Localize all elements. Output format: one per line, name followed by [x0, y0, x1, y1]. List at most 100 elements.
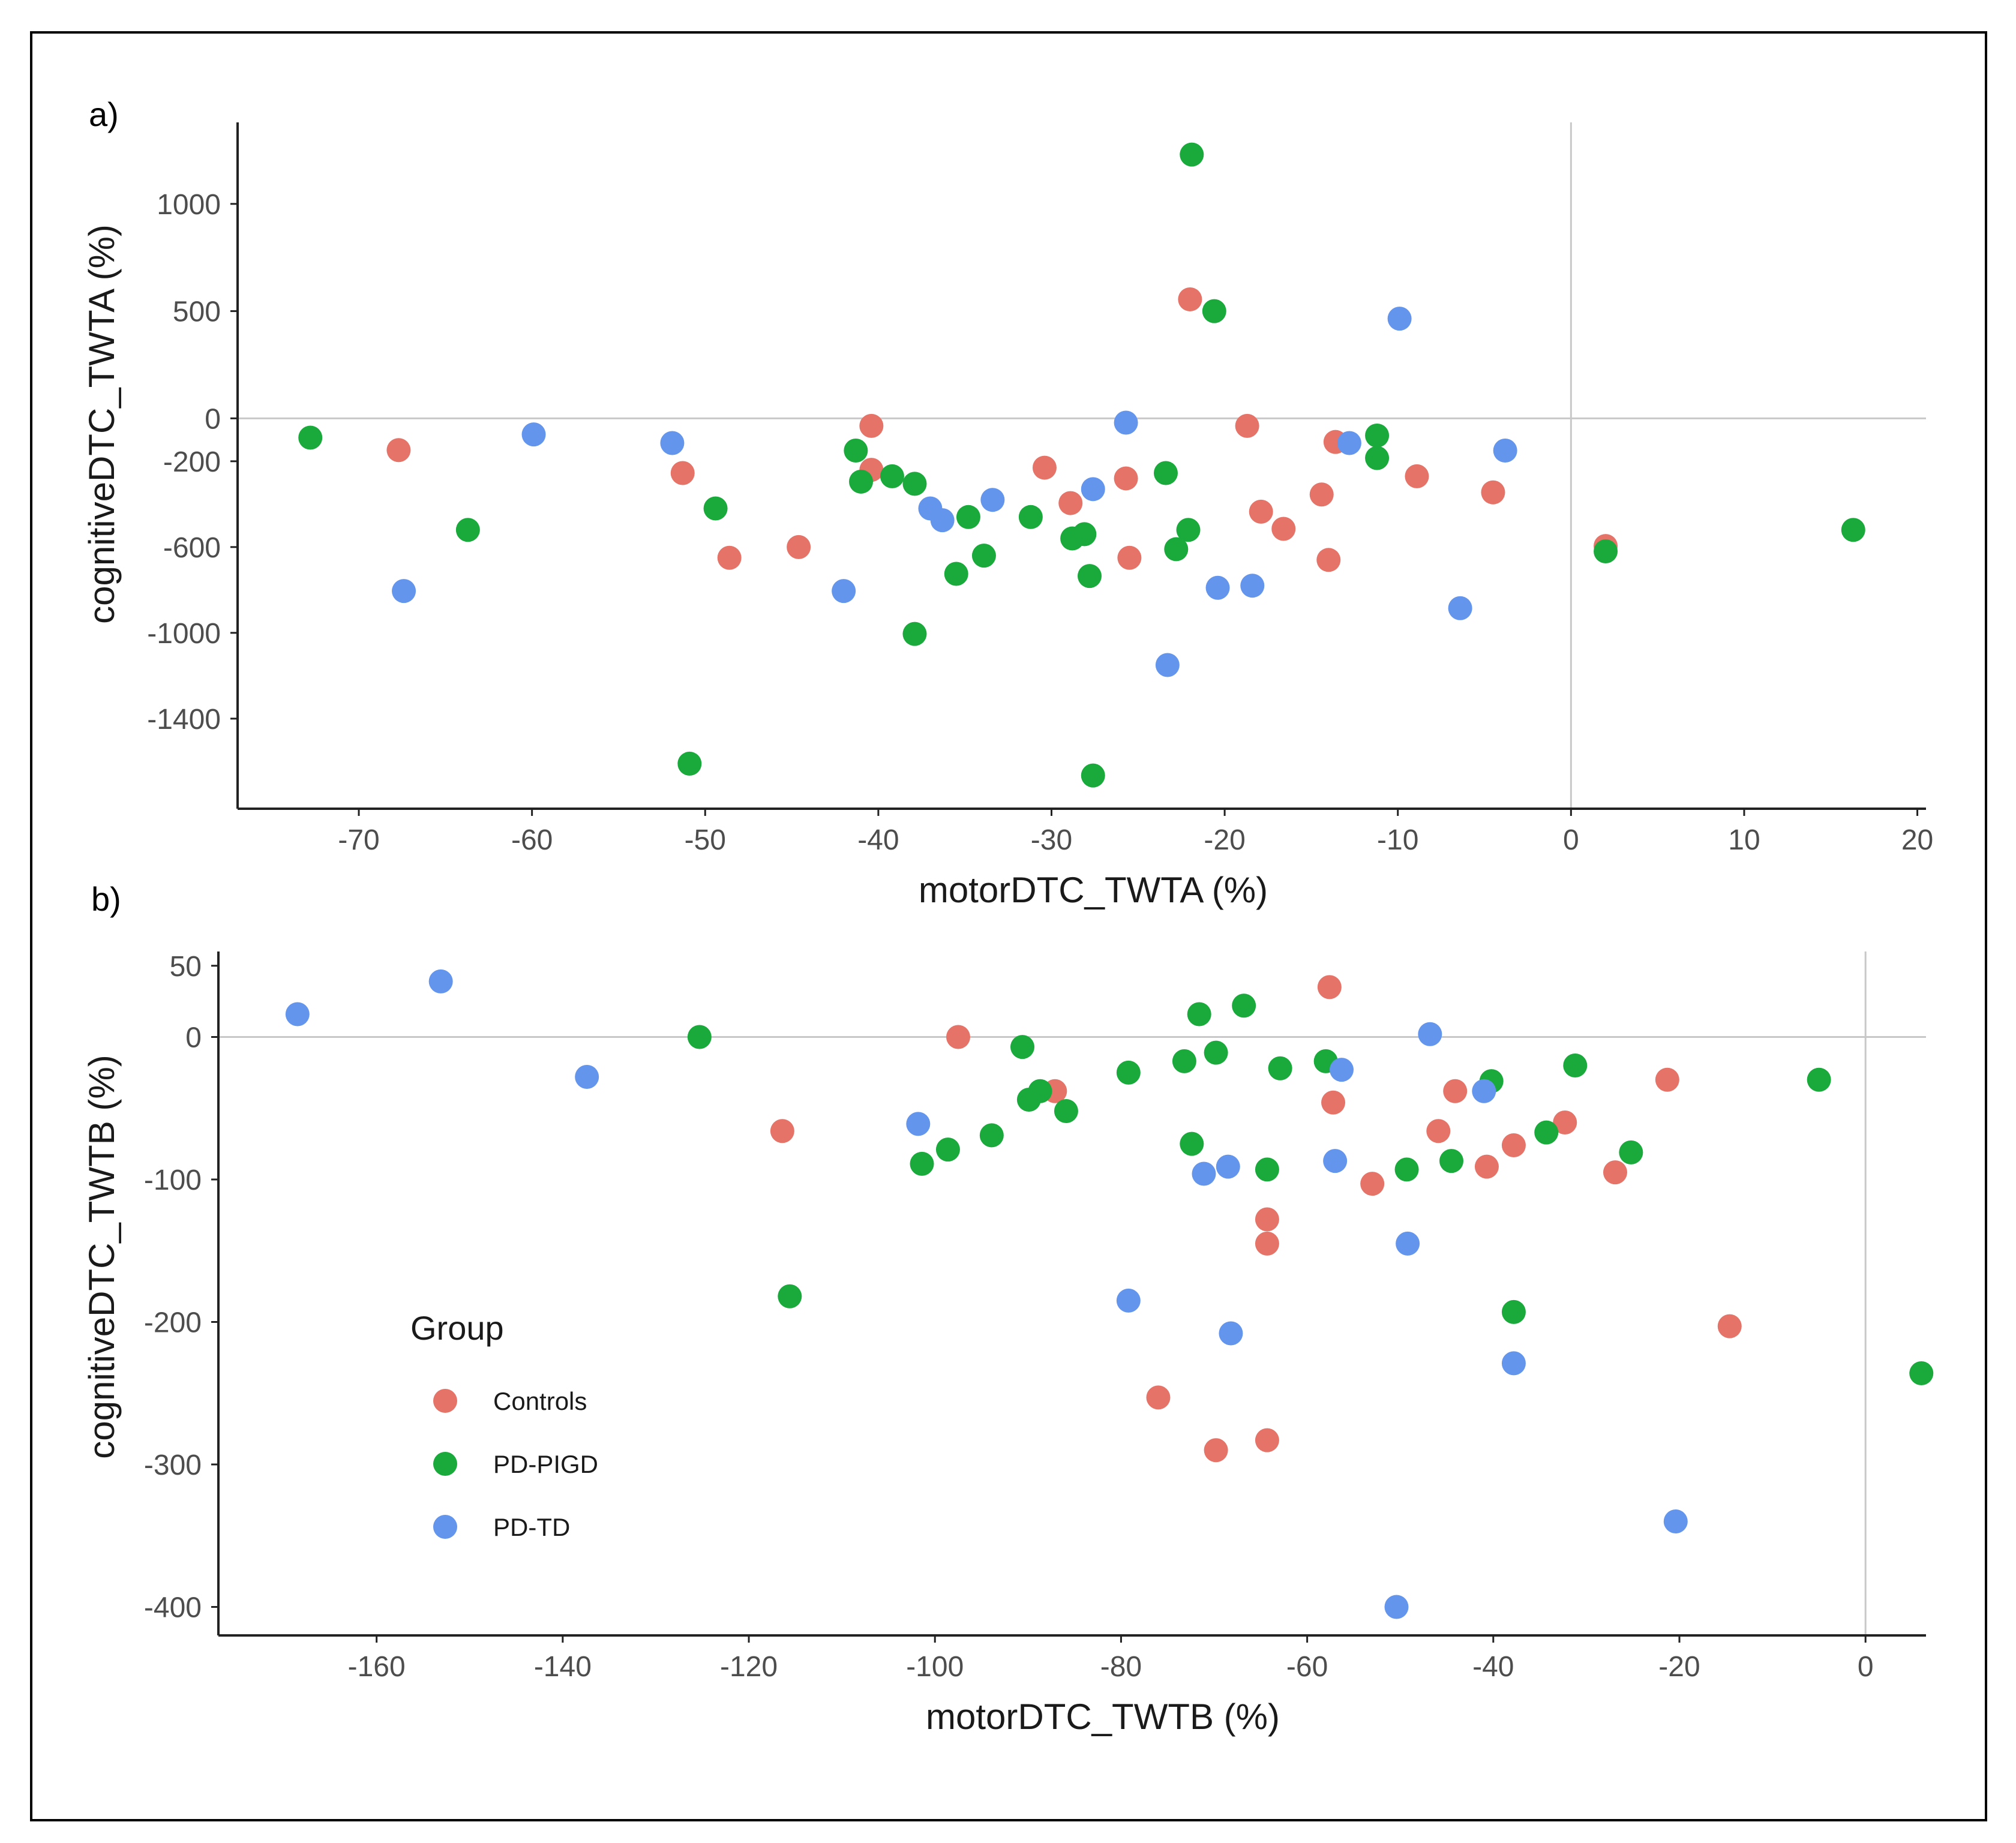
panel-b-point-pd-pigd [910, 1151, 934, 1176]
panel-a-point-controls [670, 461, 695, 485]
panel-a-axes [236, 122, 1926, 810]
panel-b-x-tick-label: -100 [906, 1651, 964, 1683]
legend-key-pd-pigd [433, 1452, 457, 1476]
panel-b-point-pd-td [1192, 1161, 1216, 1186]
panel-a-point-pd-pigd [956, 505, 980, 529]
panel-a-series-pd-td [392, 307, 1517, 677]
panel-a-point-pd-td [1114, 410, 1138, 435]
panel-a-point-controls [859, 413, 884, 438]
panel-a-point-controls [1032, 455, 1057, 480]
panel-a-series-controls [386, 287, 1618, 572]
panel-a-point-pd-td [1337, 431, 1361, 455]
panel-b-point-pd-td [1219, 1321, 1243, 1346]
panel-b-x-tick-label: -60 [1286, 1651, 1328, 1683]
panel-a-point-controls [1309, 482, 1334, 507]
panel-a: a) -70 -60 -50 -40 -30 -20 -10 0 10 20 1000 500 0 -20… [82, 95, 1933, 910]
panel-a-point-pd-pigd [1081, 763, 1105, 788]
panel-a-x-tick-label: -70 [338, 824, 379, 856]
panel-b-point-pd-td [575, 1065, 599, 1089]
panel-a-point-pd-pigd [844, 438, 868, 463]
legend-key-controls [433, 1389, 457, 1413]
panel-a-point-pd-td [930, 508, 955, 533]
panel-b-x-tick-label: -160 [348, 1651, 406, 1683]
panel-a-point-controls [1249, 499, 1273, 524]
panel-a-point-pd-td [1155, 653, 1180, 677]
panel-a-point-pd-td [832, 579, 856, 604]
panel-b-series-pd-pigd [687, 993, 1934, 1385]
panel-a-x-tick-label: 0 [1563, 824, 1579, 856]
panel-b-point-pd-pigd [1172, 1049, 1196, 1073]
panel-a-x-tick-label: 20 [1901, 824, 1933, 856]
panel-b-y-axis-title: cognitiveDTC_TWTB (%) [82, 1055, 122, 1458]
panel-a-series-pd-pigd [298, 142, 1865, 788]
panel-b-x-tick-label: -20 [1658, 1651, 1700, 1683]
panel-b-points [285, 969, 1934, 1619]
panel-a-label: a) [89, 95, 119, 133]
panel-a-point-controls [386, 438, 411, 463]
panel-a-point-pd-pigd [1018, 505, 1043, 529]
panel-a-point-pd-pigd [1180, 142, 1204, 167]
panel-b-point-controls [1255, 1231, 1279, 1256]
panel-b-point-pd-td [1663, 1509, 1688, 1533]
panel-a-x-tick-label: -10 [1377, 824, 1418, 856]
panel-b-point-pd-pigd [1807, 1067, 1831, 1092]
panel-a-point-pd-pigd [880, 464, 904, 488]
panel-a-x-tick-label: -20 [1204, 824, 1245, 856]
panel-a-ticks: -70 -60 -50 -40 -30 -20 -10 0 10 20 1000 500 0 -200 -6… [147, 189, 1933, 856]
panel-b-point-controls [1146, 1385, 1171, 1410]
panel-a-point-pd-pigd [298, 425, 323, 450]
panel-b-point-controls [770, 1119, 794, 1143]
panel-b-point-pd-td [1384, 1595, 1409, 1619]
panel-b-point-controls [1603, 1160, 1627, 1185]
figure-border [30, 31, 1987, 1821]
panel-b-point-pd-pigd [979, 1123, 1004, 1148]
panel-a-point-pd-pigd [1202, 299, 1226, 323]
panel-b-point-controls [1204, 1438, 1228, 1463]
panel-a-point-controls [1405, 464, 1429, 488]
panel-a-x-tick-label: -60 [511, 824, 553, 856]
legend-label-pd-td: PD-TD [493, 1513, 570, 1541]
panel-b-point-controls [1317, 975, 1342, 999]
panel-a-point-pd-pigd [1594, 539, 1618, 563]
panel-b-point-controls [1426, 1119, 1451, 1143]
panel-b-point-pd-pigd [1028, 1079, 1052, 1103]
panel-a-point-pd-pigd [1365, 423, 1390, 448]
panel-b-x-tick-label: -40 [1472, 1651, 1514, 1683]
panel-b-axes [217, 951, 1926, 1637]
panel-b-point-pd-td [1116, 1288, 1141, 1313]
panel-b-point-pd-td [1472, 1079, 1496, 1103]
panel-a-point-pd-pigd [1077, 564, 1102, 589]
panel-b-point-controls [1255, 1428, 1279, 1452]
panel-a-point-pd-pigd [1153, 461, 1178, 485]
panel-a-y-tick-label: -200 [163, 446, 221, 478]
panel-b-point-pd-pigd [1909, 1361, 1934, 1385]
panel-a-point-pd-pigd [971, 544, 996, 568]
panel-b-point-controls [1360, 1172, 1385, 1196]
panel-b-point-controls [1255, 1207, 1279, 1232]
panel-b-point-pd-pigd [778, 1284, 802, 1308]
panel-a-point-pd-pigd [902, 472, 927, 496]
panel-b-point-pd-td [1396, 1231, 1420, 1256]
panel-b-point-pd-pigd [1204, 1040, 1228, 1065]
panel-b-point-pd-td [1418, 1022, 1442, 1046]
legend-label-controls: Controls [493, 1387, 587, 1415]
panel-a-point-pd-pigd [1072, 522, 1097, 547]
panel-a-point-pd-td [980, 488, 1005, 512]
panel-a-point-controls [1117, 545, 1142, 570]
panel-b-point-pd-pigd [1054, 1099, 1078, 1123]
panel-a-point-pd-pigd [1164, 537, 1189, 562]
panel-a-point-controls [1316, 548, 1341, 572]
panel-b-point-pd-td [1216, 1154, 1240, 1179]
panel-b-reference-lines [218, 951, 1926, 1635]
panel-b-point-controls [1501, 1133, 1526, 1157]
panel-a-point-controls [1481, 480, 1505, 505]
panel-a-point-pd-td [660, 431, 685, 455]
panel-b-y-tick-label: -200 [144, 1307, 202, 1339]
panel-a-point-pd-td [1081, 477, 1105, 502]
panel-a-reference-lines [238, 122, 1926, 809]
panel-a-point-pd-pigd [1841, 518, 1865, 542]
panel-a-point-pd-pigd [944, 562, 968, 586]
panel-b-y-tick-label: -300 [144, 1449, 202, 1481]
panel-a-point-pd-pigd [1176, 518, 1201, 542]
panel-b-y-tick-label: 0 [185, 1022, 202, 1054]
